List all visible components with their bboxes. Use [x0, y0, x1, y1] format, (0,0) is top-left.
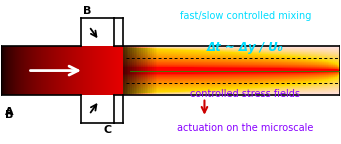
- Text: C: C: [104, 125, 112, 136]
- Text: B: B: [83, 6, 91, 16]
- Text: fast/slow controlled mixing: fast/slow controlled mixing: [179, 11, 311, 21]
- Text: controlled stress fields: controlled stress fields: [190, 89, 300, 99]
- Bar: [81, 95, 114, 123]
- Bar: [81, 18, 114, 46]
- Text: A: A: [5, 107, 14, 117]
- Text: actuation on the microscale: actuation on the microscale: [177, 123, 313, 133]
- Text: B: B: [5, 110, 13, 120]
- Text: Δt ~ Δy / U₀: Δt ~ Δy / U₀: [207, 41, 284, 54]
